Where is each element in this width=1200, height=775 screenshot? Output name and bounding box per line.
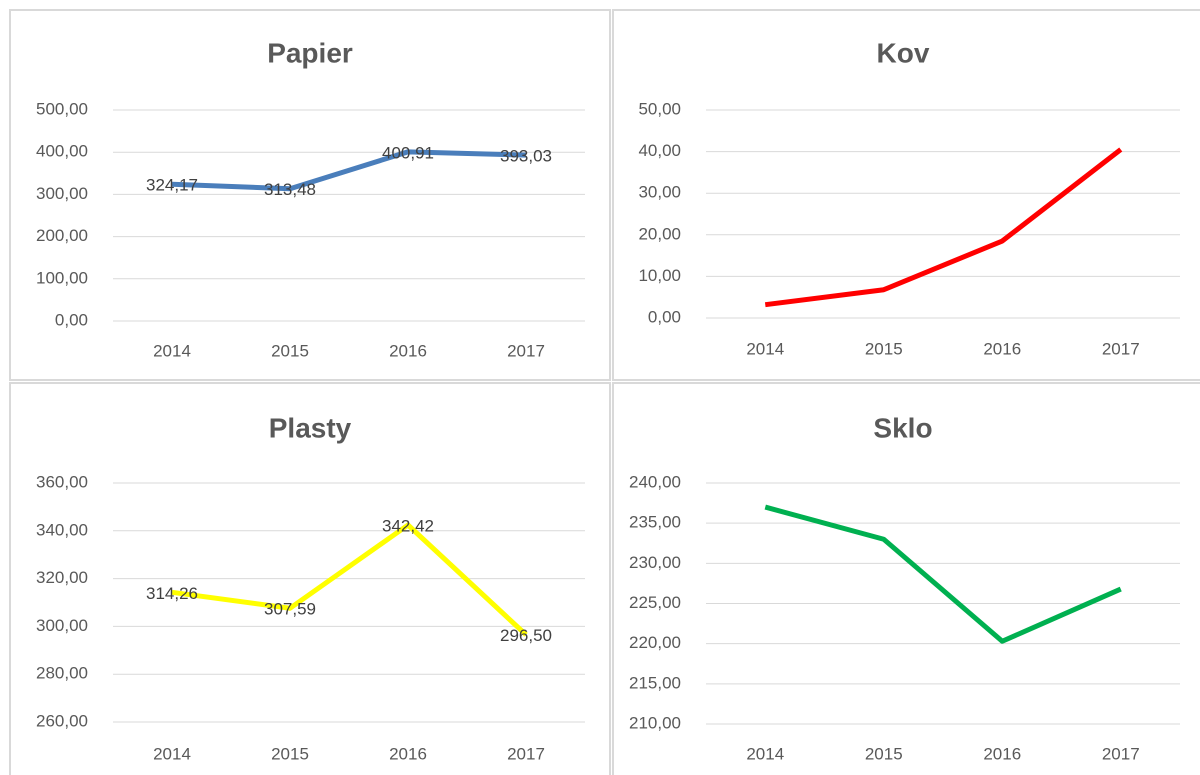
x-tick-label: 2014 [153,341,191,360]
chart-title: Papier [267,37,353,68]
x-tick-label: 2016 [389,744,427,763]
line [764,147,1123,308]
line [171,522,528,637]
x-tick-label: 2014 [746,744,784,763]
y-tick-label: 40,00 [638,141,681,160]
chart-title: Kov [877,37,930,68]
data-label: 313,48 [264,180,316,199]
data-label: 342,42 [382,517,434,536]
y-tick-label: 225,00 [629,593,681,612]
x-tick-label: 2016 [389,341,427,360]
y-tick-label: 235,00 [629,513,681,532]
y-tick-label: 0,00 [648,307,681,326]
x-tick-label: 2016 [983,339,1021,358]
line [764,504,1122,644]
x-tick-label: 2017 [507,744,545,763]
chart-title: Sklo [873,412,932,443]
data-label: 393,03 [500,147,552,166]
x-tick-label: 2015 [865,744,903,763]
x-tick-label: 2017 [507,341,545,360]
y-tick-label: 200,00 [36,226,88,245]
y-tick-label: 500,00 [36,99,88,118]
y-tick-label: 220,00 [629,633,681,652]
data-label: 307,59 [264,600,316,619]
y-tick-label: 320,00 [36,568,88,587]
panel [9,9,611,381]
y-tick-label: 240,00 [629,472,681,491]
x-tick-label: 2014 [153,744,191,763]
x-tick-label: 2014 [746,339,784,358]
y-tick-label: 20,00 [638,224,681,243]
y-tick-label: 50,00 [638,99,681,118]
y-tick-label: 0,00 [55,310,88,329]
data-label: 324,17 [146,176,198,195]
data-label: 400,91 [382,143,434,162]
y-tick-label: 340,00 [36,520,88,539]
x-tick-label: 2017 [1102,744,1140,763]
y-tick-label: 280,00 [36,664,88,683]
data-label: 314,26 [146,584,198,603]
y-tick-label: 210,00 [629,713,681,732]
line [171,149,527,192]
x-tick-label: 2016 [983,744,1021,763]
x-tick-label: 2015 [865,339,903,358]
y-tick-label: 360,00 [36,472,88,491]
y-tick-label: 10,00 [638,266,681,285]
y-tick-label: 30,00 [638,183,681,202]
y-tick-label: 400,00 [36,142,88,161]
x-tick-label: 2017 [1102,339,1140,358]
panel [612,382,1200,775]
y-tick-label: 215,00 [629,673,681,692]
y-tick-label: 230,00 [629,553,681,572]
y-tick-label: 300,00 [36,616,88,635]
chart-title: Plasty [269,412,352,443]
data-label: 296,50 [500,626,552,645]
x-tick-label: 2015 [271,744,309,763]
x-tick-label: 2015 [271,341,309,360]
y-tick-label: 300,00 [36,184,88,203]
y-tick-label: 260,00 [36,711,88,730]
y-tick-label: 100,00 [36,268,88,287]
